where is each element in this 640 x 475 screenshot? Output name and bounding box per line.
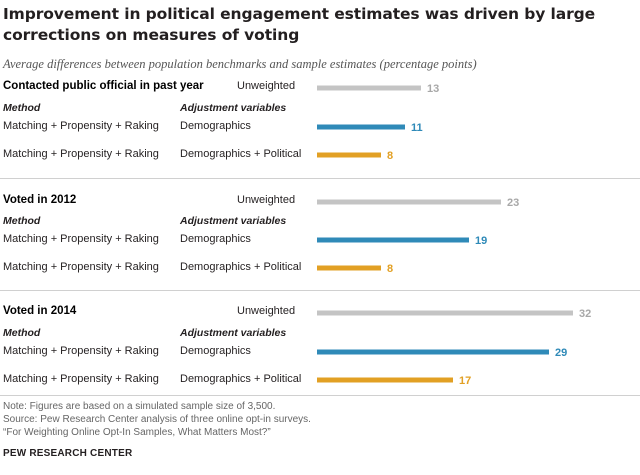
bar-value-label: 17 — [459, 375, 471, 387]
bar-demographics — [317, 237, 469, 243]
adjustment-label-political: Demographics + Political — [180, 261, 302, 273]
group-divider — [0, 290, 640, 291]
bar-political — [317, 152, 381, 158]
bar-unweighted — [317, 85, 421, 91]
method-label: Matching + Propensity + Raking — [3, 345, 159, 357]
group-divider — [0, 395, 640, 396]
method-label: Matching + Propensity + Raking — [3, 373, 159, 385]
group-title-voted-2012: Voted in 2012 — [3, 194, 77, 206]
adjustment-column-header: Adjustment variables — [180, 327, 287, 339]
bar-demographics — [317, 124, 405, 130]
method-column-header: Method — [3, 102, 41, 114]
method-column-header: Method — [3, 215, 41, 227]
method-label: Matching + Propensity + Raking — [3, 148, 159, 160]
method-label: Matching + Propensity + Raking — [3, 120, 159, 132]
group-divider — [0, 178, 640, 179]
bar-value-label: 13 — [427, 83, 439, 95]
adjustment-column-header: Adjustment variables — [180, 102, 287, 114]
note-sample-size: Note: Figures are based on a simulated s… — [3, 401, 276, 412]
bar-value-label: 29 — [555, 347, 567, 359]
bar-political — [317, 265, 381, 271]
adjustment-column-header: Adjustment variables — [180, 215, 287, 227]
note-report-title: “For Weighting Online Opt-In Samples, Wh… — [3, 427, 271, 438]
adjustment-label-unweighted: Unweighted — [237, 305, 296, 317]
source-organization: PEW RESEARCH CENTER — [3, 448, 133, 459]
bar-value-label: 8 — [387, 263, 393, 275]
bar-value-label: 8 — [387, 150, 393, 162]
adjustment-label-political: Demographics + Political — [180, 373, 302, 385]
note-source: Source: Pew Research Center analysis of … — [3, 414, 311, 425]
chart-title: Improvement in political engagement esti… — [3, 5, 596, 44]
bar-value-label: 11 — [411, 122, 423, 134]
bar-value-label: 23 — [507, 197, 519, 209]
group-title-voted-2014: Voted in 2014 — [3, 305, 77, 317]
adjustment-label-demographics: Demographics — [180, 345, 251, 357]
method-column-header: Method — [3, 327, 41, 339]
adjustment-label-unweighted: Unweighted — [237, 80, 296, 92]
bar-unweighted — [317, 310, 573, 316]
method-label: Matching + Propensity + Raking — [3, 261, 159, 273]
group-title-contacted-official: Contacted public official in past year — [3, 80, 204, 92]
method-label: Matching + Propensity + Raking — [3, 233, 159, 245]
bar-unweighted — [317, 199, 501, 205]
adjustment-label-political: Demographics + Political — [180, 148, 302, 160]
chart-subtitle: Average differences between population b… — [3, 57, 477, 71]
adjustment-label-demographics: Demographics — [180, 233, 251, 245]
bar-demographics — [317, 349, 549, 355]
bar-value-label: 19 — [475, 235, 487, 247]
adjustment-label-unweighted: Unweighted — [237, 194, 296, 206]
bar-value-label: 32 — [579, 308, 591, 320]
bar-political — [317, 377, 453, 383]
adjustment-label-demographics: Demographics — [180, 120, 251, 132]
